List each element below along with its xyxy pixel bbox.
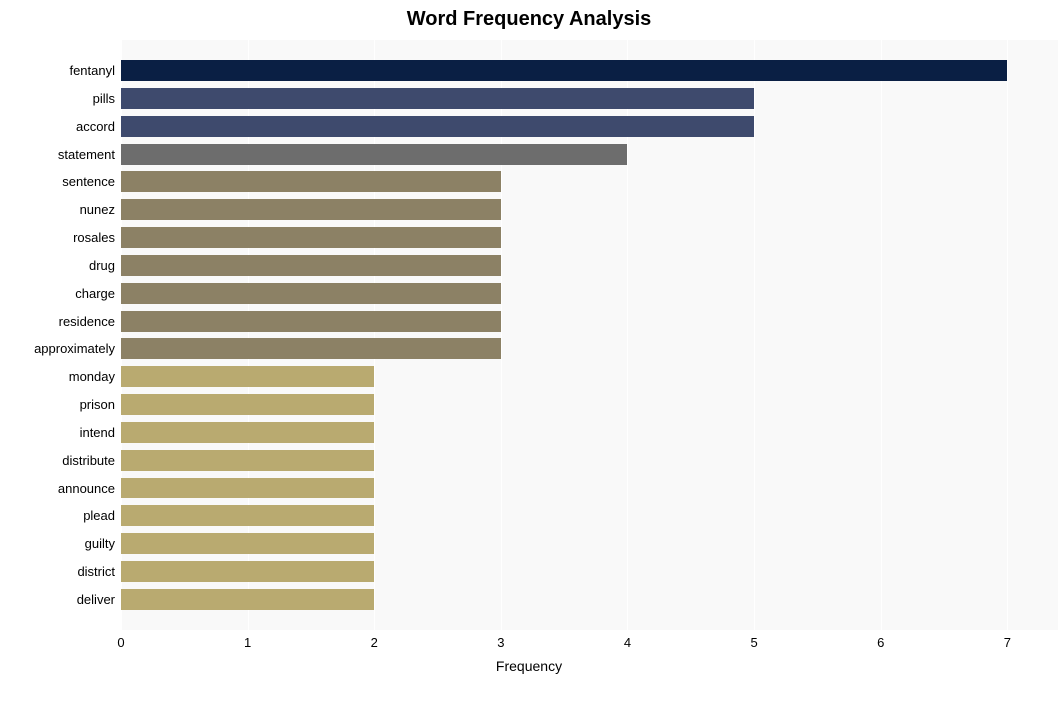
bar-row	[121, 450, 1058, 471]
y-tick-label: fentanyl	[69, 63, 115, 78]
bar-row	[121, 199, 1058, 220]
bar	[121, 533, 374, 554]
y-tick-label: guilty	[85, 536, 115, 551]
bar	[121, 199, 501, 220]
bar-row	[121, 422, 1058, 443]
y-tick-label: residence	[59, 314, 115, 329]
bar-row	[121, 255, 1058, 276]
bar-row	[121, 116, 1058, 137]
y-tick-label: announce	[58, 481, 115, 496]
bar	[121, 450, 374, 471]
y-tick-label: drug	[89, 258, 115, 273]
x-tick-label: 5	[750, 635, 757, 650]
x-tick-label: 4	[624, 635, 631, 650]
x-axis-label: Frequency	[0, 658, 1058, 674]
y-tick-label: approximately	[34, 341, 115, 356]
bar-row	[121, 283, 1058, 304]
bar-row	[121, 144, 1058, 165]
bar	[121, 255, 501, 276]
bar-row	[121, 589, 1058, 610]
bar	[121, 478, 374, 499]
bar-row	[121, 171, 1058, 192]
chart-title: Word Frequency Analysis	[0, 8, 1058, 31]
bar	[121, 88, 754, 109]
bar-row	[121, 338, 1058, 359]
y-tick-label: distribute	[62, 453, 115, 468]
y-tick-label: nunez	[80, 202, 115, 217]
bar-row	[121, 478, 1058, 499]
bar	[121, 505, 374, 526]
bar-row	[121, 394, 1058, 415]
bar	[121, 589, 374, 610]
y-tick-label: intend	[80, 425, 115, 440]
bar	[121, 422, 374, 443]
y-tick-label: monday	[69, 369, 115, 384]
bar	[121, 116, 754, 137]
bar-row	[121, 505, 1058, 526]
x-tick-label: 2	[371, 635, 378, 650]
y-tick-label: deliver	[77, 592, 115, 607]
y-tick-label: district	[77, 564, 115, 579]
x-tick-label: 6	[877, 635, 884, 650]
bar-row	[121, 533, 1058, 554]
bar-row	[121, 311, 1058, 332]
x-tick-label: 1	[244, 635, 251, 650]
bar-row	[121, 561, 1058, 582]
y-tick-label: statement	[58, 147, 115, 162]
bar	[121, 311, 501, 332]
word-frequency-chart: Word Frequency Analysis 01234567 Frequen…	[0, 0, 1058, 701]
bar	[121, 366, 374, 387]
bar	[121, 144, 627, 165]
bar-row	[121, 366, 1058, 387]
bar	[121, 561, 374, 582]
bar	[121, 283, 501, 304]
bar	[121, 227, 501, 248]
y-tick-label: rosales	[73, 230, 115, 245]
y-tick-label: plead	[83, 508, 115, 523]
y-tick-label: accord	[76, 119, 115, 134]
y-tick-label: charge	[75, 286, 115, 301]
x-tick-label: 7	[1004, 635, 1011, 650]
y-tick-label: pills	[93, 91, 115, 106]
bar-row	[121, 60, 1058, 81]
bar	[121, 60, 1007, 81]
plot-area: 01234567	[121, 40, 1058, 630]
bar-row	[121, 227, 1058, 248]
x-tick-label: 3	[497, 635, 504, 650]
y-tick-label: sentence	[62, 174, 115, 189]
y-tick-label: prison	[80, 397, 115, 412]
bar	[121, 338, 501, 359]
bar	[121, 171, 501, 192]
bar-row	[121, 88, 1058, 109]
x-tick-label: 0	[117, 635, 124, 650]
bar	[121, 394, 374, 415]
